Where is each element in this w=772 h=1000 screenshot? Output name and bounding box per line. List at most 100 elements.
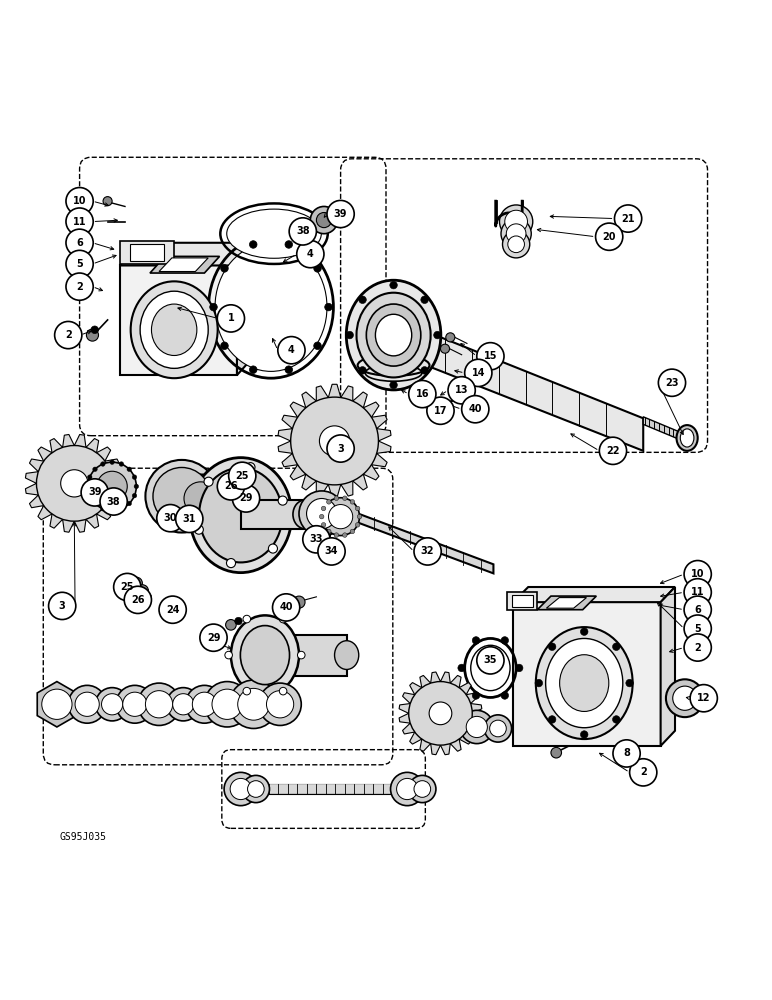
- Circle shape: [310, 206, 337, 234]
- Ellipse shape: [231, 615, 299, 695]
- Circle shape: [93, 501, 97, 506]
- Text: 33: 33: [310, 534, 323, 544]
- Polygon shape: [278, 384, 391, 498]
- Text: 26: 26: [224, 481, 238, 491]
- Circle shape: [102, 694, 123, 715]
- Text: 39: 39: [334, 209, 347, 219]
- Circle shape: [278, 337, 305, 364]
- Circle shape: [290, 218, 317, 245]
- Text: 35: 35: [483, 655, 497, 665]
- Circle shape: [303, 526, 330, 553]
- Text: 10: 10: [691, 569, 705, 579]
- Circle shape: [434, 331, 442, 339]
- Circle shape: [243, 687, 251, 695]
- Circle shape: [581, 731, 588, 738]
- Circle shape: [138, 683, 180, 725]
- Circle shape: [484, 715, 512, 742]
- Circle shape: [548, 716, 556, 723]
- Circle shape: [317, 213, 331, 228]
- Circle shape: [185, 685, 223, 723]
- Polygon shape: [394, 318, 643, 451]
- Circle shape: [116, 685, 154, 723]
- Circle shape: [127, 467, 131, 472]
- Polygon shape: [507, 592, 537, 610]
- Text: 11: 11: [73, 217, 86, 227]
- Circle shape: [132, 475, 137, 479]
- Text: 3: 3: [59, 601, 66, 611]
- Ellipse shape: [215, 243, 327, 371]
- Circle shape: [391, 772, 424, 806]
- Circle shape: [429, 702, 452, 725]
- Text: 24: 24: [166, 605, 179, 615]
- Polygon shape: [547, 598, 587, 608]
- Circle shape: [501, 637, 509, 644]
- Circle shape: [87, 493, 92, 498]
- Circle shape: [173, 694, 194, 715]
- Text: 38: 38: [107, 497, 120, 507]
- Circle shape: [408, 682, 472, 745]
- Ellipse shape: [141, 291, 208, 368]
- Circle shape: [548, 643, 556, 650]
- Polygon shape: [643, 417, 679, 439]
- Circle shape: [249, 366, 257, 373]
- Circle shape: [279, 687, 287, 695]
- Circle shape: [259, 683, 301, 725]
- Circle shape: [684, 579, 711, 606]
- Polygon shape: [399, 672, 482, 755]
- Ellipse shape: [471, 645, 510, 691]
- Circle shape: [205, 682, 250, 727]
- Circle shape: [666, 679, 704, 717]
- Circle shape: [626, 679, 633, 687]
- Circle shape: [684, 561, 711, 588]
- Circle shape: [137, 585, 148, 597]
- Circle shape: [408, 775, 436, 803]
- Circle shape: [87, 475, 92, 479]
- Circle shape: [327, 200, 354, 228]
- Bar: [241, 500, 305, 529]
- Circle shape: [499, 205, 533, 238]
- Circle shape: [501, 692, 509, 699]
- Circle shape: [505, 210, 527, 233]
- Circle shape: [204, 477, 213, 486]
- Circle shape: [325, 303, 332, 311]
- Circle shape: [100, 488, 127, 515]
- Text: 39: 39: [88, 487, 101, 497]
- Circle shape: [235, 617, 242, 625]
- Circle shape: [176, 505, 203, 533]
- Bar: [120, 265, 237, 375]
- Circle shape: [113, 573, 141, 601]
- Circle shape: [229, 680, 278, 728]
- Circle shape: [225, 620, 236, 630]
- Text: 29: 29: [207, 633, 220, 643]
- Circle shape: [297, 651, 305, 659]
- Circle shape: [145, 460, 218, 533]
- Circle shape: [390, 381, 398, 389]
- Circle shape: [535, 679, 543, 687]
- Circle shape: [42, 689, 72, 719]
- Circle shape: [516, 664, 523, 672]
- Ellipse shape: [151, 304, 197, 355]
- Circle shape: [110, 508, 114, 513]
- Circle shape: [130, 577, 142, 589]
- Text: 5: 5: [694, 624, 701, 634]
- Circle shape: [615, 205, 642, 232]
- Circle shape: [357, 514, 362, 519]
- Circle shape: [318, 538, 345, 565]
- Circle shape: [91, 326, 99, 334]
- Circle shape: [414, 781, 431, 797]
- Circle shape: [350, 529, 354, 534]
- Ellipse shape: [130, 281, 218, 378]
- Ellipse shape: [560, 655, 609, 711]
- Ellipse shape: [357, 293, 431, 377]
- Circle shape: [100, 506, 105, 511]
- Polygon shape: [25, 434, 124, 532]
- Circle shape: [428, 404, 439, 415]
- Bar: [513, 602, 661, 746]
- Circle shape: [157, 505, 184, 532]
- Text: 32: 32: [421, 546, 435, 556]
- Circle shape: [460, 710, 493, 744]
- Circle shape: [466, 716, 487, 738]
- Circle shape: [630, 759, 657, 786]
- Circle shape: [86, 329, 99, 341]
- Circle shape: [269, 544, 277, 553]
